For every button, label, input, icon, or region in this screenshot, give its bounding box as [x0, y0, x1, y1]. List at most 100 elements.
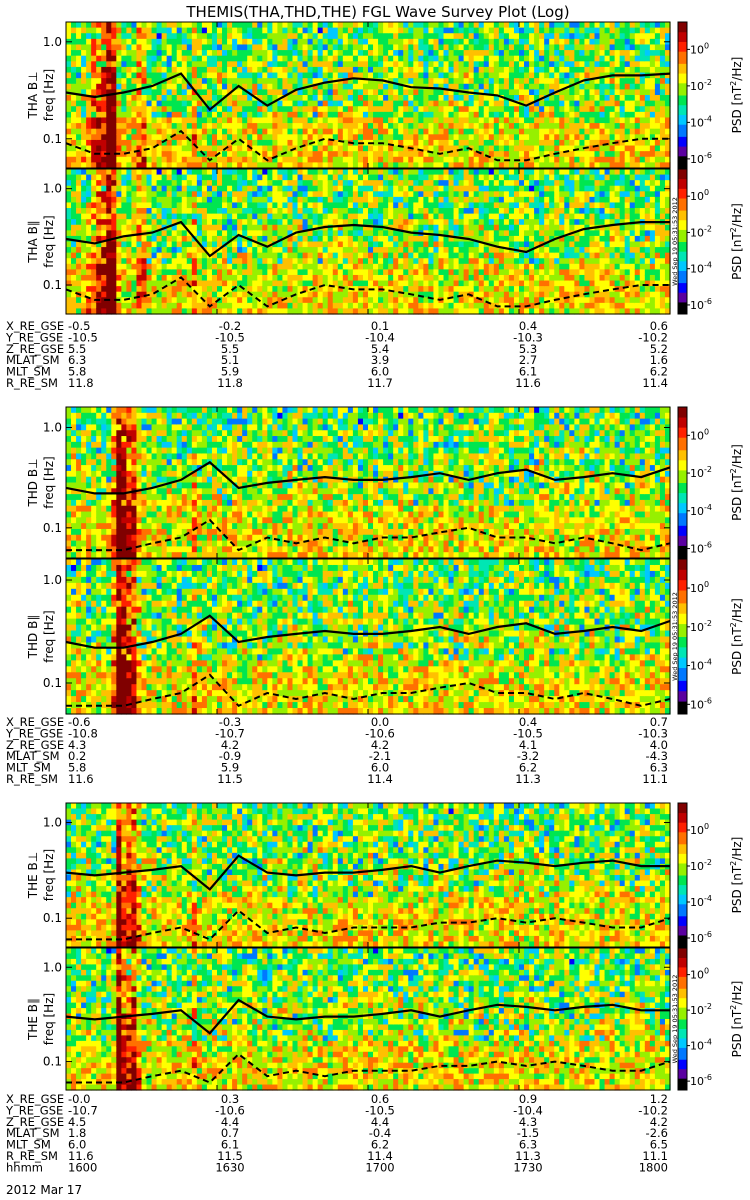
heatmap-cell [600, 56, 606, 62]
heatmap-cell [418, 22, 424, 28]
heatmap-cell [86, 73, 92, 79]
heatmap-cell [600, 112, 606, 118]
heatmap-cell [212, 175, 218, 181]
heatmap-cell [343, 67, 349, 73]
heatmap-cell [368, 214, 374, 220]
heatmap-cell [192, 28, 198, 34]
heatmap-cell [86, 112, 92, 118]
heatmap-cell [504, 73, 510, 79]
heatmap-cell [323, 253, 329, 259]
heatmap-cell [620, 151, 626, 157]
heatmap-cell [444, 50, 450, 56]
heatmap-cell [579, 112, 585, 118]
heatmap-cell [172, 292, 178, 298]
heatmap-cell [212, 134, 218, 140]
heatmap-cell [393, 169, 399, 175]
heatmap-cell [514, 89, 520, 95]
heatmap-cell [328, 297, 334, 303]
heatmap-cell [630, 89, 636, 95]
heatmap-cell [66, 225, 72, 231]
heatmap-cell [262, 106, 268, 112]
heatmap-cell [86, 197, 92, 203]
heatmap-cell [438, 73, 444, 79]
heatmap-cell [192, 219, 198, 225]
heatmap-cell [162, 95, 168, 101]
heatmap-cell [499, 89, 505, 95]
heatmap-cell [348, 67, 354, 73]
heatmap-cell [333, 202, 339, 208]
heatmap-cell [147, 89, 153, 95]
heatmap-cell [459, 123, 465, 129]
heatmap-cell [640, 106, 646, 112]
heatmap-cell [373, 129, 379, 135]
heatmap-cell [267, 67, 273, 73]
heatmap-cell [353, 56, 359, 62]
heatmap-cell [308, 112, 314, 118]
heatmap-cell [116, 106, 122, 112]
heatmap-cell [293, 253, 299, 259]
heatmap-cell [489, 78, 495, 84]
heatmap-cell [353, 297, 359, 303]
heatmap-cell [232, 56, 238, 62]
heatmap-cell [207, 208, 213, 214]
heatmap-cell [600, 78, 606, 84]
heatmap-cell [534, 84, 540, 90]
heatmap-cell [343, 191, 349, 197]
heatmap-cell [298, 123, 304, 129]
heatmap-cell [111, 56, 117, 62]
heatmap-cell [514, 84, 520, 90]
heatmap-cell [207, 22, 213, 28]
heatmap-cell [232, 281, 238, 287]
heatmap-cell [564, 140, 570, 146]
heatmap-cell [383, 101, 389, 107]
heatmap-cell [428, 50, 434, 56]
heatmap-cell [373, 61, 379, 67]
heatmap-cell [187, 297, 193, 303]
heatmap-cell [272, 225, 278, 231]
heatmap-cell [378, 186, 384, 192]
heatmap-cell [106, 286, 112, 292]
heatmap-cell [217, 84, 223, 90]
heatmap-cell [484, 78, 490, 84]
heatmap-cell [650, 22, 656, 28]
heatmap-cell [655, 67, 661, 73]
heatmap-cell [454, 117, 460, 123]
heatmap-cell [272, 258, 278, 264]
heatmap-cell [177, 151, 183, 157]
heatmap-cell [298, 180, 304, 186]
heatmap-cell [655, 33, 661, 39]
heatmap-cell [247, 73, 253, 79]
heatmap-cell [81, 67, 87, 73]
heatmap-cell [579, 157, 585, 163]
heatmap-cell [373, 281, 379, 287]
heatmap-cell [514, 44, 520, 50]
heatmap-cell [313, 112, 319, 118]
heatmap-cell [373, 214, 379, 220]
heatmap-cell [152, 242, 158, 248]
heatmap-cell [111, 242, 117, 248]
heatmap-cell [257, 292, 263, 298]
heatmap-cell [564, 44, 570, 50]
heatmap-cell [106, 202, 112, 208]
heatmap-cell [368, 129, 374, 135]
heatmap-cell [136, 258, 142, 264]
heatmap-cell [534, 33, 540, 39]
heatmap-cell [630, 157, 636, 163]
heatmap-cell [353, 236, 359, 242]
heatmap-cell [358, 117, 364, 123]
heatmap-cell [162, 303, 168, 309]
heatmap-cell [539, 117, 545, 123]
heatmap-cell [257, 117, 263, 123]
heatmap-cell [293, 112, 299, 118]
heatmap-cell [333, 61, 339, 67]
heatmap-cell [172, 78, 178, 84]
heatmap-cell [333, 123, 339, 129]
heatmap-cell [534, 78, 540, 84]
heatmap-cell [368, 112, 374, 118]
heatmap-cell [247, 242, 253, 248]
heatmap-cell [645, 151, 651, 157]
heatmap-cell [86, 202, 92, 208]
heatmap-cell [121, 303, 127, 309]
heatmap-cell [363, 175, 369, 181]
heatmap-cell [142, 129, 148, 135]
